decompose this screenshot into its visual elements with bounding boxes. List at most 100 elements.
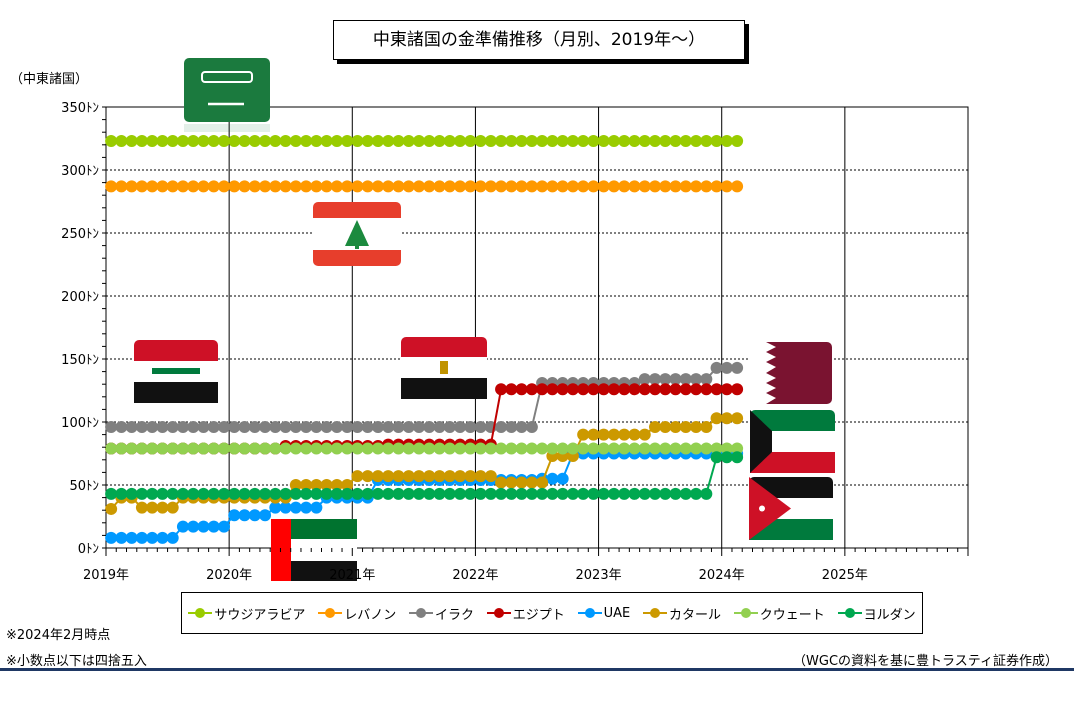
data-point [238, 487, 251, 500]
data-point [649, 487, 662, 500]
data-point [587, 383, 600, 396]
data-point [105, 487, 118, 500]
data-point [187, 520, 200, 533]
data-point [546, 180, 559, 193]
data-point [659, 180, 672, 193]
data-point [259, 135, 272, 148]
data-point [115, 135, 128, 148]
data-point [690, 442, 703, 455]
data-point [371, 470, 384, 483]
data-point [710, 383, 723, 396]
data-point [135, 487, 148, 500]
data-point [218, 135, 231, 148]
data-point [351, 180, 364, 193]
data-point [105, 442, 118, 455]
data-point [443, 180, 456, 193]
data-point [638, 442, 651, 455]
data-point [536, 383, 549, 396]
legend-entry: UAE [577, 606, 630, 621]
data-point [556, 442, 569, 455]
data-point [669, 487, 682, 500]
data-point [135, 531, 148, 544]
data-point [228, 509, 241, 522]
data-point [166, 180, 179, 193]
data-point [382, 421, 395, 434]
data-point [628, 383, 641, 396]
data-point [228, 442, 241, 455]
data-point [607, 383, 620, 396]
data-point [423, 442, 436, 455]
data-point [607, 487, 620, 500]
data-point [546, 487, 559, 500]
data-point [238, 421, 251, 434]
data-point [228, 180, 241, 193]
data-point [638, 428, 651, 441]
data-point [248, 180, 261, 193]
data-point [484, 442, 497, 455]
data-point [330, 135, 343, 148]
data-point [618, 135, 631, 148]
data-point [566, 180, 579, 193]
data-point [659, 373, 672, 386]
data-point [197, 180, 210, 193]
data-point [669, 180, 682, 193]
data-point [228, 421, 241, 434]
data-point [495, 487, 508, 500]
data-point [587, 135, 600, 148]
data-point [505, 135, 518, 148]
legend: サウジアラビア レバノン イラク エジプト UAE カタール クウェート ヨルダン [181, 592, 923, 634]
data-point [207, 180, 220, 193]
data-point [720, 361, 733, 374]
data-point [423, 180, 436, 193]
data-point [371, 487, 384, 500]
data-point [300, 479, 313, 491]
data-point [238, 442, 251, 455]
data-point [361, 470, 374, 483]
data-point [392, 421, 405, 434]
data-point [382, 180, 395, 193]
data-point [269, 487, 282, 500]
data-point [546, 135, 559, 148]
data-point [197, 520, 210, 533]
data-point [259, 180, 272, 193]
data-point [731, 451, 744, 464]
data-point [176, 180, 189, 193]
data-point [197, 487, 210, 500]
data-point [454, 470, 467, 483]
data-point [679, 383, 692, 396]
data-point [330, 421, 343, 434]
data-point [731, 412, 744, 425]
data-point [310, 135, 323, 148]
data-point [300, 442, 313, 455]
data-point [176, 442, 189, 455]
data-point [628, 135, 641, 148]
data-point [156, 421, 169, 434]
data-point [146, 487, 159, 500]
data-point [402, 180, 415, 193]
data-point [700, 442, 713, 455]
legend-swatch [188, 608, 213, 618]
data-point [187, 135, 200, 148]
note-date: ※2024年2月時点 [6, 628, 111, 643]
data-point [289, 421, 302, 434]
data-point [464, 421, 477, 434]
chart-title: 中東諸国の金準備推移（月別、2019年～） [333, 20, 745, 60]
data-point [710, 442, 723, 455]
data-point [330, 442, 343, 455]
data-point [546, 383, 559, 396]
data-point [731, 383, 744, 396]
data-point [146, 180, 159, 193]
data-point [105, 502, 118, 515]
data-point [320, 487, 333, 500]
data-point [566, 383, 579, 396]
data-point [423, 135, 436, 148]
data-point [310, 421, 323, 434]
data-point [669, 373, 682, 386]
data-point [341, 180, 354, 193]
data-point [402, 487, 415, 500]
data-point [412, 421, 425, 434]
data-point [259, 421, 272, 434]
data-point [495, 421, 508, 434]
data-point [300, 421, 313, 434]
data-point [525, 383, 538, 396]
